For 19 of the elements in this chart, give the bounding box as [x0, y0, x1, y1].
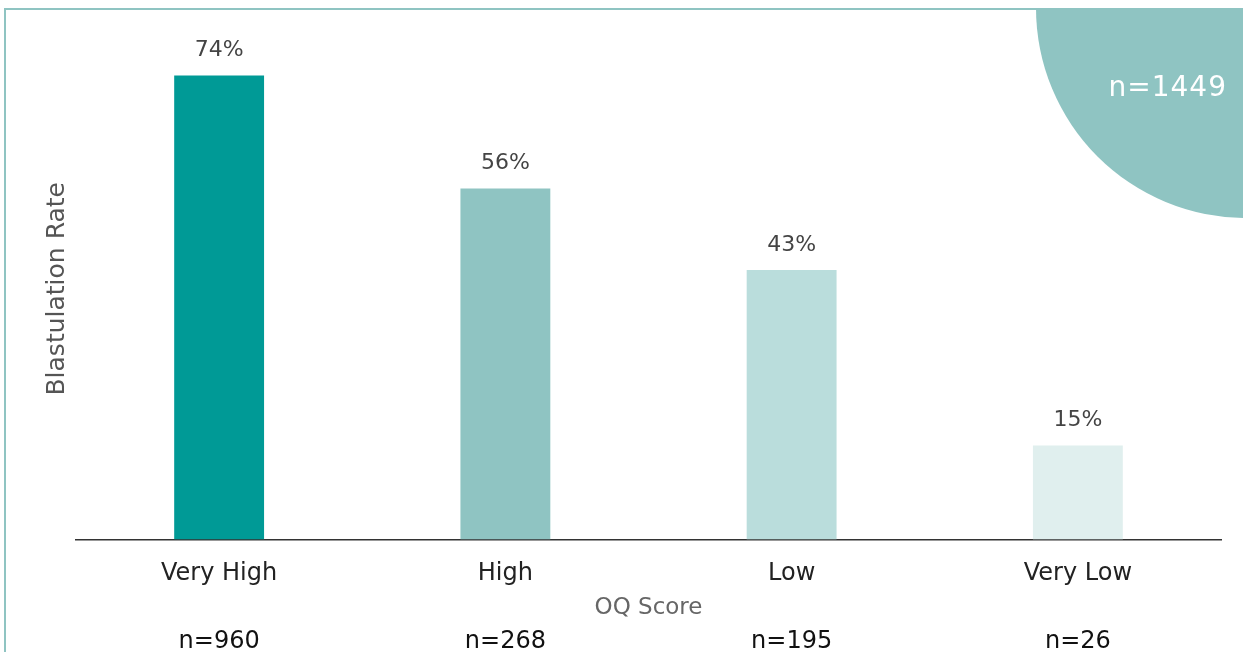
data-label: 74% — [194, 36, 244, 62]
x-tick-label: Low — [767, 558, 816, 587]
data-label: 15% — [1053, 406, 1103, 432]
bar — [460, 188, 551, 540]
x-axis-title: OQ Score — [594, 593, 703, 620]
data-label: 56% — [480, 149, 530, 175]
x-tick-label: High — [477, 558, 533, 587]
y-axis-title: Blastulation Rate — [40, 182, 70, 396]
text: n=268 — [464, 625, 546, 652]
text: n=960 — [178, 625, 260, 652]
text: n=195 — [751, 625, 833, 652]
bar — [746, 269, 837, 540]
bar — [1032, 445, 1123, 540]
text: n=26 — [1044, 625, 1111, 652]
bar — [174, 75, 265, 540]
x-tick-label: Very Low — [1023, 558, 1133, 587]
data-label: 43% — [767, 230, 817, 256]
x-tick-label: Very High — [161, 558, 278, 587]
annotation: n=1449 — [1108, 70, 1227, 103]
